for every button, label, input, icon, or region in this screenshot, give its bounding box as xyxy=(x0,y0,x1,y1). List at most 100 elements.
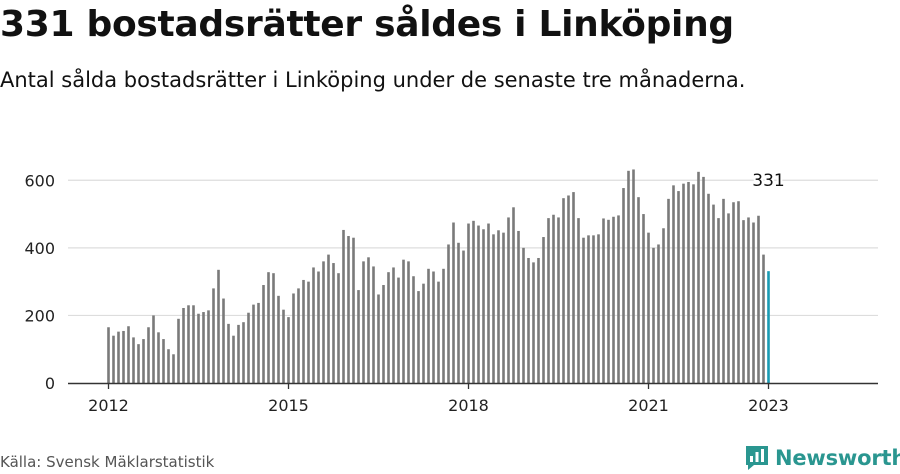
bar xyxy=(487,223,490,383)
y-tick-label: 600 xyxy=(24,171,55,190)
bar xyxy=(207,310,210,383)
bar xyxy=(667,198,670,383)
bar xyxy=(212,288,215,383)
bar xyxy=(252,304,255,383)
bar xyxy=(477,225,480,383)
bar xyxy=(322,261,325,383)
bar xyxy=(622,188,625,383)
bar xyxy=(182,307,185,383)
bar xyxy=(372,266,375,383)
bar xyxy=(117,331,120,383)
bar xyxy=(277,295,280,383)
bar xyxy=(377,294,380,383)
bar xyxy=(597,234,600,383)
bar xyxy=(497,230,500,383)
bar xyxy=(702,176,705,383)
bar xyxy=(492,234,495,383)
bar xyxy=(397,277,400,383)
bar xyxy=(412,276,415,383)
bar xyxy=(162,339,165,383)
bar xyxy=(532,262,535,383)
bar xyxy=(352,237,355,383)
bar xyxy=(312,267,315,383)
bar xyxy=(427,268,430,383)
bar xyxy=(137,344,140,383)
bar xyxy=(112,335,115,383)
bar xyxy=(692,184,695,383)
bar xyxy=(357,290,360,383)
bar xyxy=(652,247,655,383)
bar xyxy=(437,281,440,383)
bar xyxy=(452,222,455,383)
x-tick-label: 2012 xyxy=(88,396,129,415)
bar xyxy=(417,291,420,383)
bar xyxy=(257,302,260,383)
x-tick-label: 2021 xyxy=(628,396,669,415)
bar xyxy=(347,236,350,383)
bar xyxy=(707,193,710,383)
y-axis-ticks: 0 200 400 600 xyxy=(24,171,55,393)
y-tick-label: 200 xyxy=(24,306,55,325)
bar xyxy=(467,223,470,383)
bar xyxy=(387,272,390,383)
bar xyxy=(717,218,720,383)
bar xyxy=(647,232,650,383)
bar xyxy=(287,317,290,383)
bar xyxy=(677,191,680,383)
bar xyxy=(697,171,700,383)
page-title: 331 bostadsrätter såldes i Linköping xyxy=(0,4,734,45)
highlight-value-label: 331 xyxy=(752,171,784,191)
chart-annotations: 331 xyxy=(750,169,786,193)
bar xyxy=(217,269,220,383)
bar xyxy=(587,235,590,383)
bar xyxy=(517,230,520,383)
bar xyxy=(727,213,730,383)
bar xyxy=(512,207,515,383)
bar xyxy=(167,349,170,383)
bar xyxy=(752,222,755,383)
bar xyxy=(392,267,395,383)
bar xyxy=(732,202,735,383)
bar xyxy=(757,215,760,383)
bar xyxy=(602,218,605,383)
x-tick-label: 2015 xyxy=(268,396,309,415)
bar xyxy=(557,217,560,383)
x-tick-label: 2023 xyxy=(748,396,789,415)
bar xyxy=(637,197,640,383)
bar xyxy=(572,192,575,383)
x-axis: 2012 2015 2018 2021 2023 xyxy=(68,382,878,415)
bar xyxy=(537,257,540,383)
bar xyxy=(122,330,125,383)
bar xyxy=(522,247,525,383)
bar xyxy=(302,279,305,383)
bar xyxy=(422,283,425,383)
bar xyxy=(242,322,245,383)
bar xyxy=(432,271,435,383)
page-subtitle: Antal sålda bostadsrätter i Linköping un… xyxy=(0,68,746,92)
bar xyxy=(297,288,300,383)
bar xyxy=(197,313,200,383)
bar xyxy=(577,218,580,383)
bar xyxy=(337,273,340,383)
bar xyxy=(232,335,235,383)
bar xyxy=(142,339,145,383)
bar xyxy=(567,195,570,383)
bar xyxy=(202,312,205,383)
bar xyxy=(192,305,195,383)
bar xyxy=(482,229,485,383)
bar xyxy=(712,204,715,383)
bar xyxy=(617,215,620,383)
bar xyxy=(662,228,665,383)
bar xyxy=(762,254,765,383)
bar xyxy=(687,181,690,383)
bar xyxy=(282,309,285,383)
chart-bars xyxy=(107,169,770,383)
bar xyxy=(247,312,250,383)
bar xyxy=(222,298,225,383)
bar xyxy=(472,220,475,383)
bar xyxy=(187,305,190,383)
bar xyxy=(107,327,110,383)
bar xyxy=(737,201,740,383)
bar xyxy=(767,271,770,383)
